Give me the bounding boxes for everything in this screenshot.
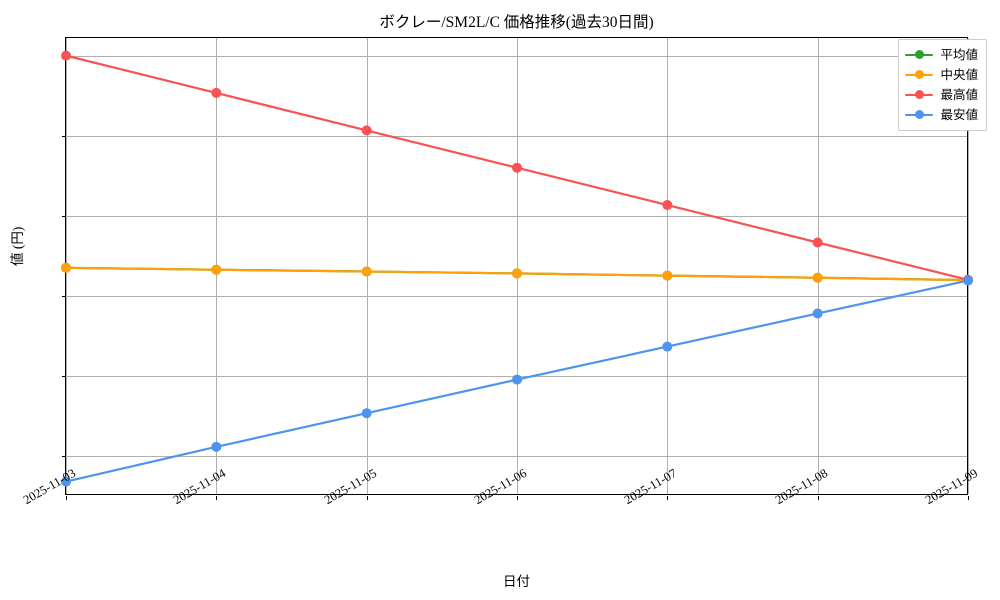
x-tick-mark [968,496,970,500]
legend-marker-icon [905,88,934,102]
gridline-horizontal [66,55,967,57]
gridline-horizontal [66,135,967,137]
gridline-vertical [517,38,518,494]
data-point-marker [662,270,673,281]
x-axis-label: 日付 [503,574,530,589]
data-point-marker [963,275,973,286]
legend-marker-icon [905,108,934,122]
series-layer [61,50,973,487]
legend-label: 中央値 [940,67,978,82]
gridline-horizontal [66,295,967,297]
data-point-marker [812,237,823,248]
legend-label: 最安値 [940,107,978,122]
data-point-marker [61,262,71,273]
legend-item[interactable]: 最安値 [905,105,978,125]
x-tick-mark [66,496,68,500]
plot-area [61,37,973,500]
legend-item[interactable]: 平均値 [905,45,978,65]
legend-item[interactable]: 中央値 [905,65,978,85]
data-point-marker [662,200,673,211]
legend-marker-icon [905,68,934,82]
y-axis-label: 値 (円) [10,226,25,266]
data-point-marker [211,264,222,275]
legend-marker-icon [905,48,934,62]
gridline-vertical [817,38,819,494]
data-point-marker [512,162,522,173]
chart-legend: 平均値中央値最高値最安値 [898,39,987,131]
data-point-marker [361,266,372,277]
x-tick-mark [517,496,519,500]
data-point-marker [61,476,71,487]
data-point-marker [812,308,823,319]
gridline-horizontal [66,455,967,457]
data-point-marker [662,341,673,352]
y-tick-mark [62,135,66,137]
y-tick-mark [62,215,66,217]
x-tick-mark [216,496,218,500]
gridline-vertical [667,38,669,494]
data-point-marker [361,125,372,136]
data-point-marker [211,441,222,452]
data-point-marker [361,408,372,419]
chart-title: ボクレー/SM2L/C 価格推移(過去30日間) [379,14,654,31]
gridline-horizontal [66,215,967,217]
x-tick-mark [366,496,368,500]
data-point-marker [61,50,71,61]
y-tick-mark [62,455,66,458]
data-point-marker [812,272,823,283]
data-point-marker [211,87,222,98]
data-point-marker [512,268,522,279]
data-point-marker [512,374,522,385]
gridline-vertical [366,38,368,494]
legend-label: 最高値 [940,87,978,102]
y-tick-mark [62,375,66,377]
y-tick-mark [62,295,66,297]
legend-item[interactable]: 最高値 [905,85,978,105]
gridline-vertical [968,38,969,494]
x-tick-mark [667,496,669,500]
x-tick-mark [817,496,819,500]
legend-label: 平均値 [940,47,978,62]
